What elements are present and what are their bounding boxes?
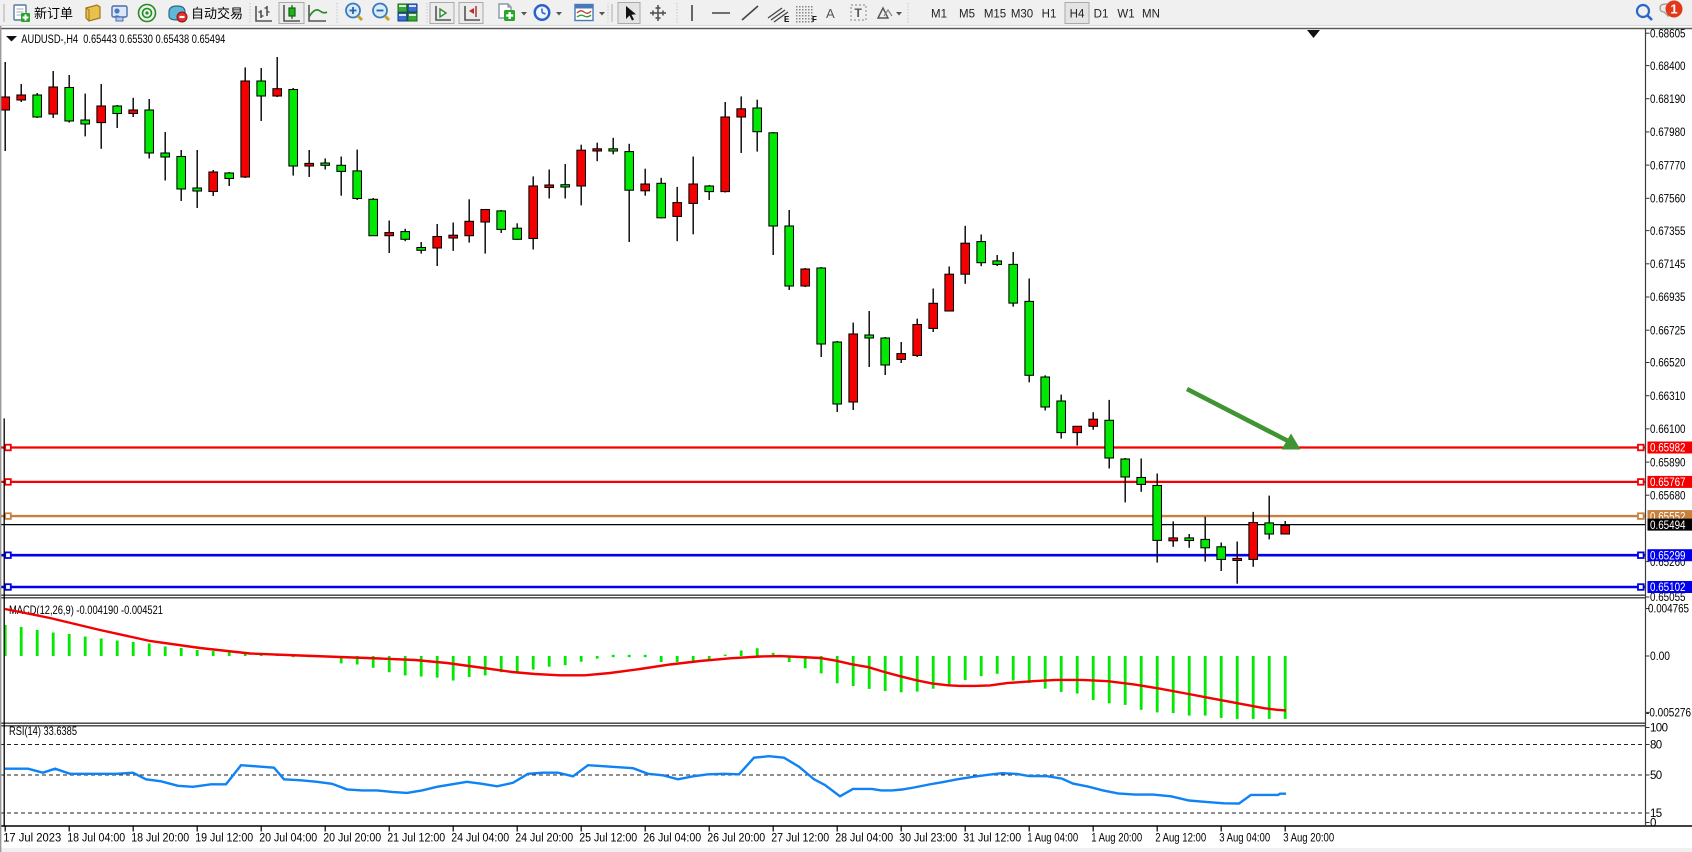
svg-text:D1: D1	[1094, 9, 1109, 21]
svg-text:15: 15	[1650, 808, 1662, 820]
svg-text:A: A	[826, 6, 835, 21]
svg-text:18 Jul 04:00: 18 Jul 04:00	[67, 833, 125, 845]
svg-text:1 Aug 20:00: 1 Aug 20:00	[1091, 833, 1142, 845]
svg-text:26 Jul 20:00: 26 Jul 20:00	[707, 833, 765, 845]
svg-text:1: 1	[1670, 2, 1677, 17]
svg-text:2 Aug 12:00: 2 Aug 12:00	[1155, 833, 1206, 845]
svg-text:M15: M15	[984, 9, 1006, 21]
svg-text:RSI(14) 33.6385: RSI(14) 33.6385	[9, 724, 77, 738]
svg-text:3 Aug 20:00: 3 Aug 20:00	[1283, 833, 1334, 845]
svg-text:M1: M1	[931, 9, 947, 21]
svg-text:3 Aug 04:00: 3 Aug 04:00	[1219, 833, 1270, 845]
svg-text:0.67980: 0.67980	[1650, 127, 1686, 139]
svg-text:0.68605: 0.68605	[1650, 28, 1686, 40]
svg-text:1 Aug 04:00: 1 Aug 04:00	[1027, 833, 1078, 845]
svg-text:E: E	[784, 15, 790, 24]
svg-text:0.65890: 0.65890	[1650, 457, 1686, 469]
svg-text:20 Jul 20:00: 20 Jul 20:00	[323, 833, 381, 845]
svg-text:0.65494: 0.65494	[1650, 520, 1686, 532]
svg-text:24 Jul 20:00: 24 Jul 20:00	[515, 833, 573, 845]
svg-text:H4: H4	[1070, 9, 1085, 21]
svg-text:0.67560: 0.67560	[1650, 194, 1686, 206]
svg-text:21 Jul 12:00: 21 Jul 12:00	[387, 833, 445, 845]
svg-text:24 Jul 04:00: 24 Jul 04:00	[451, 833, 509, 845]
svg-text:20 Jul 04:00: 20 Jul 04:00	[259, 833, 317, 845]
svg-text:0.65982: 0.65982	[1650, 443, 1686, 455]
svg-text:0.67770: 0.67770	[1650, 160, 1686, 172]
svg-text:25 Jul 12:00: 25 Jul 12:00	[579, 833, 637, 845]
svg-text:AUDUSD-,H4 0.65443 0.65530 0.: AUDUSD-,H4 0.65443 0.65530 0.65438 0.654…	[21, 32, 225, 46]
svg-text:F: F	[812, 15, 817, 24]
svg-text:W1: W1	[1117, 9, 1134, 21]
svg-text:MN: MN	[1142, 9, 1160, 21]
svg-text:0.65767: 0.65767	[1650, 477, 1686, 489]
svg-text:M5: M5	[959, 9, 975, 21]
svg-text:0.66310: 0.66310	[1650, 391, 1686, 403]
svg-text:50: 50	[1650, 770, 1662, 782]
svg-text:17 Jul 2023: 17 Jul 2023	[3, 833, 61, 845]
svg-text:自动交易: 自动交易	[191, 6, 243, 21]
svg-text:0.66725: 0.66725	[1650, 325, 1686, 337]
svg-text:100: 100	[1650, 723, 1668, 735]
svg-text:新订单: 新订单	[34, 6, 73, 21]
svg-text:31 Jul 12:00: 31 Jul 12:00	[963, 833, 1021, 845]
svg-text:28 Jul 04:00: 28 Jul 04:00	[835, 833, 893, 845]
svg-text:27 Jul 12:00: 27 Jul 12:00	[771, 833, 829, 845]
svg-text:0.00: 0.00	[1650, 651, 1670, 663]
svg-text:0.65299: 0.65299	[1650, 550, 1686, 562]
svg-text:0.67145: 0.67145	[1650, 259, 1686, 271]
svg-text:0.004765: 0.004765	[1648, 604, 1689, 616]
svg-text:0.68190: 0.68190	[1650, 94, 1686, 106]
svg-text:T: T	[855, 6, 863, 20]
svg-text:0: 0	[1650, 818, 1656, 830]
svg-text:26 Jul 04:00: 26 Jul 04:00	[643, 833, 701, 845]
svg-text:0.66935: 0.66935	[1650, 292, 1686, 304]
svg-text:-0.005276: -0.005276	[1646, 708, 1691, 720]
svg-text:0.65102: 0.65102	[1650, 582, 1686, 594]
svg-text:0.66100: 0.66100	[1650, 424, 1686, 436]
svg-text:H1: H1	[1042, 9, 1057, 21]
svg-text:MACD(12,26,9) -0.004190 -0.004: MACD(12,26,9) -0.004190 -0.004521	[9, 603, 163, 617]
svg-text:80: 80	[1650, 740, 1662, 752]
svg-text:19 Jul 12:00: 19 Jul 12:00	[195, 833, 253, 845]
svg-text:0.68400: 0.68400	[1650, 61, 1686, 73]
svg-text:0.67355: 0.67355	[1650, 226, 1686, 238]
svg-text:18 Jul 20:00: 18 Jul 20:00	[131, 833, 189, 845]
svg-text:0.66520: 0.66520	[1650, 358, 1686, 370]
svg-text:0.65680: 0.65680	[1650, 490, 1686, 502]
svg-text:0.65055: 0.65055	[1650, 592, 1686, 604]
svg-text:30 Jul 23:00: 30 Jul 23:00	[899, 833, 957, 845]
svg-text:M30: M30	[1011, 9, 1033, 21]
